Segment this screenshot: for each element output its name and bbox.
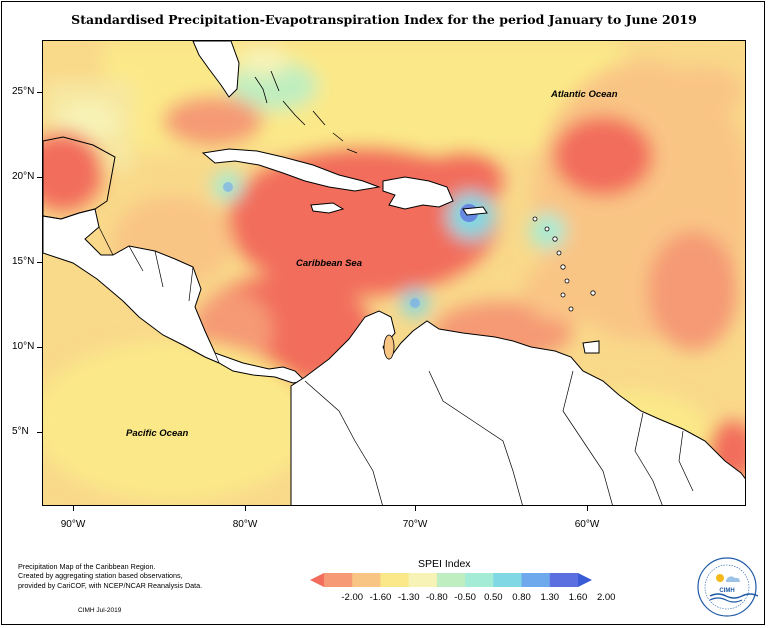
logo-text: CIMH xyxy=(719,588,734,594)
pacific-ocean-label: Pacific Ocean xyxy=(126,428,189,439)
legend-tick-label: -2.00 xyxy=(341,592,364,603)
legend-swatch xyxy=(408,573,438,587)
legend-tick-label: -0.80 xyxy=(426,592,448,603)
legend-swatch xyxy=(493,573,523,587)
cuba xyxy=(201,148,381,192)
lat-tick xyxy=(37,92,42,93)
lat-tick xyxy=(37,262,42,263)
lat-label-5n: 5°N xyxy=(12,426,29,437)
south-america xyxy=(290,310,745,505)
spei-high-aruba xyxy=(410,298,420,308)
map-title: Standardised Precipitation-Evapotranspir… xyxy=(71,12,697,27)
caribbean-sea-label: Caribbean Sea xyxy=(296,258,362,269)
legend-swatch xyxy=(436,573,466,587)
legend-color-bar xyxy=(310,573,592,587)
puerto-rico xyxy=(462,206,488,216)
central-america xyxy=(43,208,307,384)
description-line: Created by aggregating station based obs… xyxy=(18,571,183,581)
legend-arrow-high xyxy=(578,573,592,587)
cimh-logo: CIMH xyxy=(697,557,758,617)
lon-tick xyxy=(587,506,588,511)
lat-label-10n: 10°N xyxy=(12,341,35,352)
lesser-antilles xyxy=(532,216,596,312)
legend-arrow-low xyxy=(310,573,324,587)
legend-swatch xyxy=(352,573,381,587)
hispaniola xyxy=(382,176,454,210)
legend-tick-label: -1.30 xyxy=(397,592,420,603)
lat-label-20n: 20°N xyxy=(12,171,35,182)
lon-label-90w: 90°W xyxy=(60,519,86,530)
legend-swatch xyxy=(380,573,410,587)
legend-swatch xyxy=(521,573,551,587)
lat-tick xyxy=(37,347,42,348)
legend-tick-label: 0.80 xyxy=(512,592,531,603)
lon-tick xyxy=(245,506,246,511)
lon-tick xyxy=(73,506,74,511)
bahamas xyxy=(254,70,358,154)
lon-tick xyxy=(415,506,416,511)
legend-tick-label: 0.50 xyxy=(484,592,503,603)
legend-tick-label: 1.60 xyxy=(568,592,588,603)
florida xyxy=(192,41,240,98)
map-description: Precipitation Map of the Caribbean Regio… xyxy=(18,562,238,590)
trinidad xyxy=(582,340,600,354)
legend-tick-label: 1.30 xyxy=(540,592,560,603)
lat-tick xyxy=(37,432,42,433)
description-line: provided by CariCOF, with NCEP/NCAR Rean… xyxy=(18,580,203,590)
lat-label-25n: 25°N xyxy=(12,86,35,97)
legend-tick-label: -1.60 xyxy=(369,592,392,603)
atlantic-ocean-label: Atlantic Ocean xyxy=(551,89,618,100)
map-canvas xyxy=(43,41,745,505)
legend-swatch xyxy=(324,573,353,587)
legend-tick-label: 2.00 xyxy=(596,592,616,603)
spei-high-cayman xyxy=(223,182,233,192)
lat-tick xyxy=(37,177,42,178)
land-masses xyxy=(43,41,745,505)
legend-title: SPEI Index xyxy=(418,558,471,570)
legend-tick-label: -0.50 xyxy=(454,592,476,603)
legend-swatch xyxy=(465,573,494,587)
yucatan xyxy=(43,136,116,220)
legend-swatch xyxy=(549,573,579,587)
lake-maracaibo xyxy=(383,334,395,360)
lon-label-60w: 60°W xyxy=(574,519,600,530)
credit-text: CIMH Jul-2019 xyxy=(78,607,122,614)
jamaica xyxy=(310,202,345,214)
country-borders xyxy=(98,226,694,505)
lat-label-15n: 15°N xyxy=(12,256,35,267)
lon-label-80w: 80°W xyxy=(232,519,258,530)
description-line: Precipitation Map of the Caribbean Regio… xyxy=(18,562,156,571)
lon-label-70w: 70°W xyxy=(402,519,428,530)
spei-map xyxy=(42,40,746,506)
